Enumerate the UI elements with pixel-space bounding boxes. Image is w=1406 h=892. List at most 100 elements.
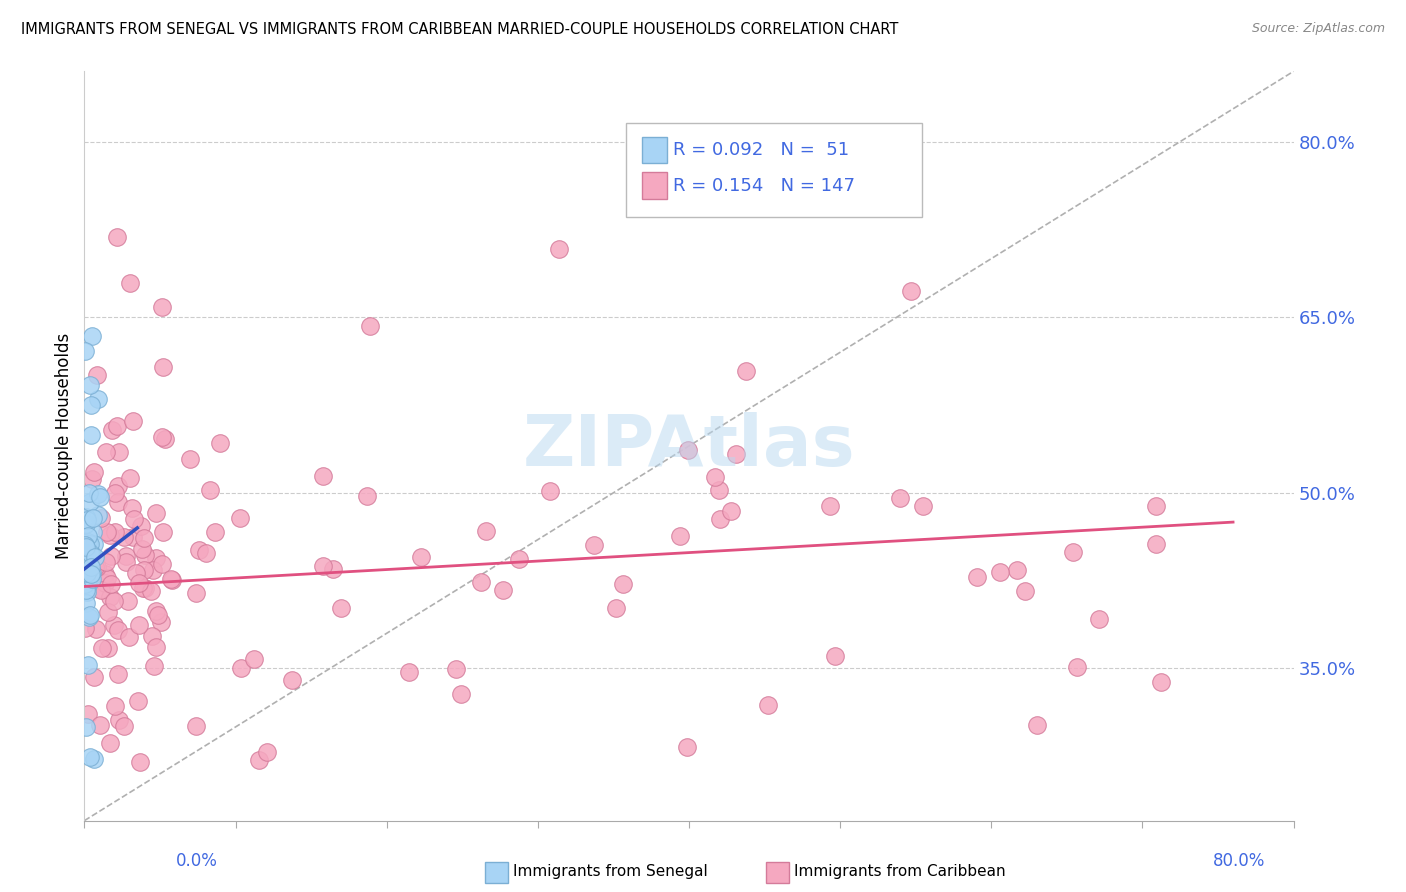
Point bbox=[143, 658, 166, 673]
Point bbox=[77, 707, 100, 722]
Point bbox=[179, 451, 201, 466]
Point bbox=[122, 512, 145, 526]
Point bbox=[152, 524, 174, 539]
Point bbox=[105, 419, 128, 434]
Point bbox=[80, 546, 103, 560]
Point bbox=[75, 540, 97, 554]
Point bbox=[1025, 718, 1047, 732]
Point bbox=[76, 535, 98, 549]
Point bbox=[79, 554, 101, 568]
Point bbox=[115, 555, 138, 569]
Point bbox=[256, 745, 278, 759]
Point bbox=[356, 489, 378, 503]
Point bbox=[359, 319, 381, 334]
Point bbox=[98, 591, 121, 605]
Point bbox=[204, 524, 226, 539]
Point bbox=[200, 483, 222, 497]
Point bbox=[1066, 660, 1088, 674]
Point bbox=[145, 640, 167, 654]
Point bbox=[89, 582, 111, 596]
Point bbox=[107, 623, 129, 637]
Point bbox=[150, 557, 173, 571]
Point bbox=[87, 392, 110, 407]
Point bbox=[184, 719, 207, 733]
Point bbox=[89, 717, 111, 731]
Point bbox=[80, 559, 103, 574]
Text: ZIPAtlas: ZIPAtlas bbox=[523, 411, 855, 481]
Point bbox=[104, 699, 127, 714]
Point bbox=[122, 414, 145, 428]
Point bbox=[82, 510, 104, 524]
Point bbox=[1014, 584, 1036, 599]
Point bbox=[98, 528, 121, 542]
Point bbox=[131, 519, 153, 533]
Point bbox=[734, 364, 756, 378]
Point bbox=[89, 490, 111, 504]
Point bbox=[75, 558, 97, 572]
Point bbox=[668, 529, 690, 543]
Point bbox=[409, 549, 432, 564]
Point bbox=[100, 423, 122, 437]
Point bbox=[73, 538, 96, 552]
Point bbox=[1144, 537, 1167, 551]
Point bbox=[83, 559, 105, 574]
Point bbox=[77, 535, 100, 549]
Point bbox=[132, 531, 155, 545]
Point bbox=[79, 546, 101, 560]
Point bbox=[141, 629, 163, 643]
Point bbox=[329, 601, 352, 615]
Point bbox=[79, 553, 101, 567]
Point bbox=[142, 563, 165, 577]
Point bbox=[129, 755, 152, 769]
Point bbox=[80, 572, 103, 586]
Point bbox=[86, 560, 108, 574]
Point bbox=[229, 511, 252, 525]
Point bbox=[76, 562, 98, 576]
Point bbox=[104, 525, 127, 540]
Point bbox=[83, 466, 105, 480]
Point bbox=[150, 430, 173, 444]
Point bbox=[83, 670, 105, 684]
Point bbox=[79, 608, 101, 623]
Point bbox=[76, 512, 98, 526]
Point bbox=[134, 581, 156, 595]
Point bbox=[150, 300, 173, 314]
Point bbox=[121, 501, 143, 516]
Point bbox=[105, 230, 128, 244]
Point bbox=[96, 524, 118, 539]
Point bbox=[229, 660, 252, 674]
Point bbox=[107, 444, 129, 458]
Point bbox=[80, 549, 103, 563]
Point bbox=[125, 566, 148, 580]
Point bbox=[1062, 544, 1084, 558]
Point bbox=[709, 483, 731, 497]
Point bbox=[107, 667, 129, 681]
Point bbox=[114, 549, 136, 563]
Point bbox=[508, 552, 530, 566]
Point bbox=[94, 575, 117, 590]
Point bbox=[966, 570, 988, 584]
Point bbox=[900, 284, 922, 298]
Point bbox=[97, 640, 120, 655]
Point bbox=[77, 610, 100, 624]
Point bbox=[79, 547, 101, 561]
Point bbox=[612, 577, 634, 591]
Point bbox=[76, 513, 98, 527]
Point bbox=[605, 601, 627, 615]
Point bbox=[818, 500, 841, 514]
Point bbox=[90, 510, 112, 524]
Point bbox=[889, 491, 911, 506]
Point bbox=[96, 444, 118, 458]
Point bbox=[118, 631, 141, 645]
Point bbox=[76, 559, 98, 574]
Point bbox=[82, 472, 104, 486]
Point bbox=[725, 447, 748, 461]
Point bbox=[87, 487, 110, 501]
Point bbox=[720, 504, 742, 518]
Point bbox=[80, 398, 103, 412]
Point bbox=[79, 378, 101, 392]
Point bbox=[77, 564, 100, 578]
Point bbox=[75, 510, 97, 524]
Point bbox=[75, 535, 97, 549]
Point bbox=[75, 576, 97, 591]
